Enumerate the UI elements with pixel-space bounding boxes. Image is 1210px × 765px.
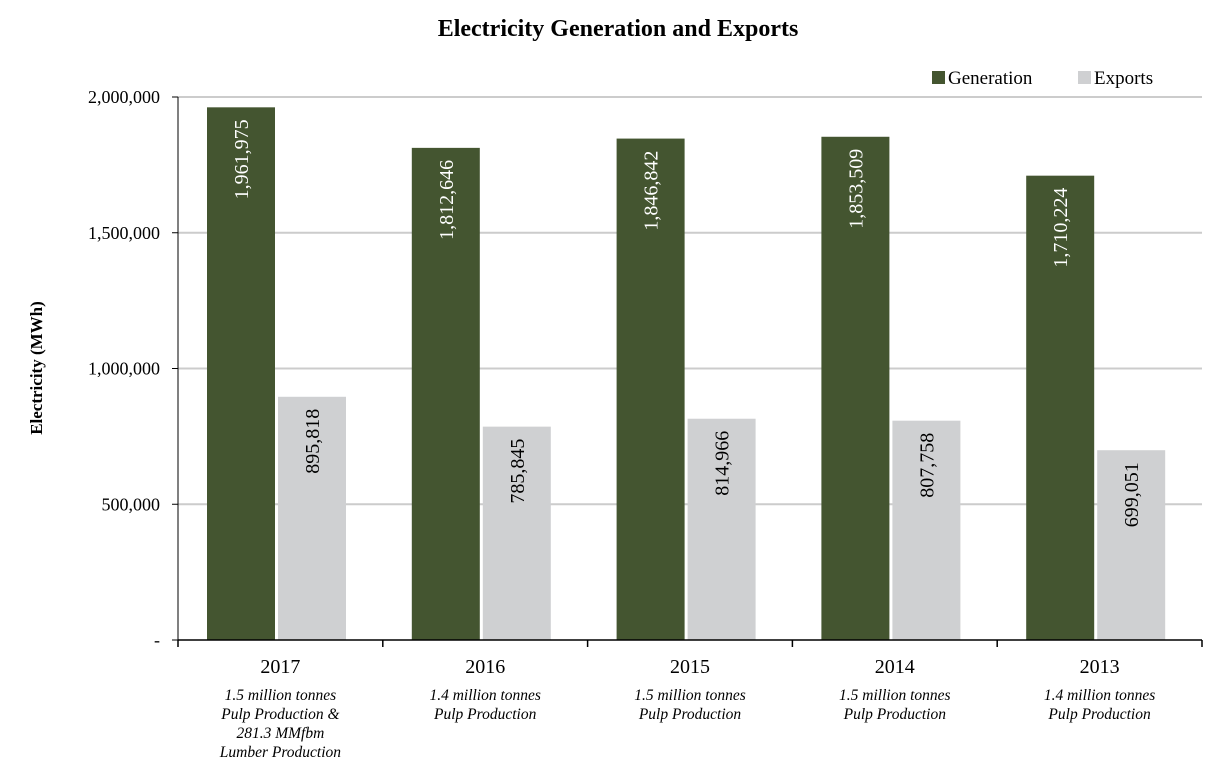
bar-value-labels: 1,961,975 895,818 1,812,646 785,845 1,846,84… [231,119,1143,527]
legend-swatch-exports [1078,71,1091,84]
data-label-generation-2015: 1,846,842 [641,151,663,231]
x-tick-label-2017: 2017 [260,656,300,678]
y-tick-label: 2,000,000 [88,87,160,107]
bar-generation-2016 [411,147,480,640]
category-note-2017-3: Lumber Production [219,744,342,761]
category-note-2014-1: Pulp Production [843,706,947,723]
bar-exports-2016 [482,426,551,640]
data-label-generation-2013: 1,710,224 [1050,188,1072,268]
y-tick-label: 1,500,000 [88,223,160,243]
legend: Generation Exports [932,68,1153,89]
bar-exports-2015 [687,418,756,640]
bar-exports-2014 [892,420,961,640]
y-tick-label: - [154,630,160,650]
y-tick-label: 500,000 [102,494,161,514]
y-axis-label: Electricity (MWh) [27,301,46,435]
chart-title: Electricity Generation and Exports [438,16,799,42]
category-note-2016-1: Pulp Production [433,706,537,723]
x-tick-label-2013: 2013 [1080,656,1120,678]
x-tick-label-2014: 2014 [875,656,915,678]
category-note-2013-1: Pulp Production [1047,706,1151,723]
bars [207,107,1166,640]
bar-generation-2015 [616,138,685,640]
category-note-2015-0: 1.5 million tonnes [634,687,746,704]
bar-exports-2017 [278,396,346,640]
bar-generation-2014 [821,136,890,640]
data-label-exports-2017: 895,818 [302,409,324,474]
data-label-exports-2016: 785,845 [507,439,529,504]
legend-label-exports: Exports [1094,68,1153,89]
category-note-2016-0: 1.4 million tonnes [429,687,541,704]
data-label-exports-2013: 699,051 [1121,462,1143,527]
y-tick-label: 1,000,000 [88,359,160,379]
category-note-2015-1: Pulp Production [638,706,742,723]
legend-swatch-generation [932,71,945,84]
category-note-2014-0: 1.5 million tonnes [839,687,951,704]
data-label-generation-2017: 1,961,975 [231,119,253,199]
y-axis-ticks: - 500,000 1,000,000 1,500,000 2,000,000 [88,87,179,650]
x-tick-label-2016: 2016 [465,656,505,678]
data-label-exports-2014: 807,758 [916,433,938,498]
data-label-exports-2015: 814,966 [712,431,734,496]
x-tick-label-2015: 2015 [670,656,710,678]
legend-label-generation: Generation [948,68,1033,89]
category-note-2013-0: 1.4 million tonnes [1044,687,1156,704]
data-label-generation-2016: 1,812,646 [436,160,458,240]
category-note-2017-1: Pulp Production & [220,706,339,723]
x-axis: 2017 1.5 million tonnes Pulp Production & 2… [177,639,1203,761]
data-label-generation-2014: 1,853,509 [845,149,867,229]
category-note-2017-2: 281.3 MMfbm [236,725,324,742]
bar-generation-2017 [207,107,275,640]
category-note-2017-0: 1.5 million tonnes [225,687,337,704]
bar-generation-2013 [1026,175,1095,640]
bar-exports-2013 [1097,450,1166,640]
